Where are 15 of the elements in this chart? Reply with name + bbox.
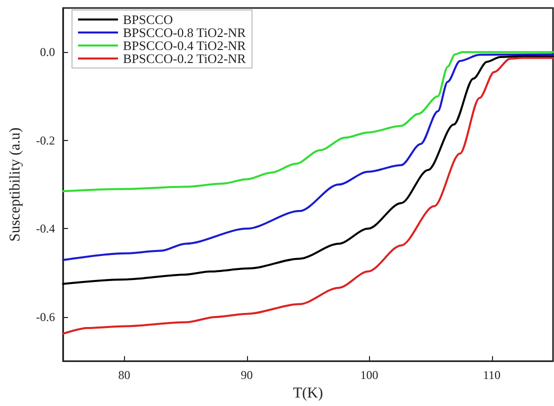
y-tick-label: -0.2 xyxy=(36,133,55,148)
y-axis-title: Susceptibility (a.u) xyxy=(8,127,24,242)
x-tick-label: 110 xyxy=(482,368,501,382)
y-tick-label: -0.6 xyxy=(36,310,55,324)
x-tick-label: 90 xyxy=(240,368,253,382)
legend-label: BPSCCO-0.2 TiO2-NR xyxy=(123,51,246,66)
x-tick-label: 100 xyxy=(360,368,378,382)
legend-label: BPSCCO-0.8 TiO2-NR xyxy=(123,25,246,40)
x-axis-title: T(K) xyxy=(293,386,323,402)
y-tick-label: 0.0 xyxy=(40,45,55,60)
line-series xyxy=(62,51,554,192)
legend-label: BPSCCO xyxy=(123,12,173,27)
x-tick-label: 80 xyxy=(118,368,130,382)
y-tick-label: -0.4 xyxy=(36,222,55,236)
legend-label: BPSCCO-0.4 TiO2-NR xyxy=(123,38,246,53)
